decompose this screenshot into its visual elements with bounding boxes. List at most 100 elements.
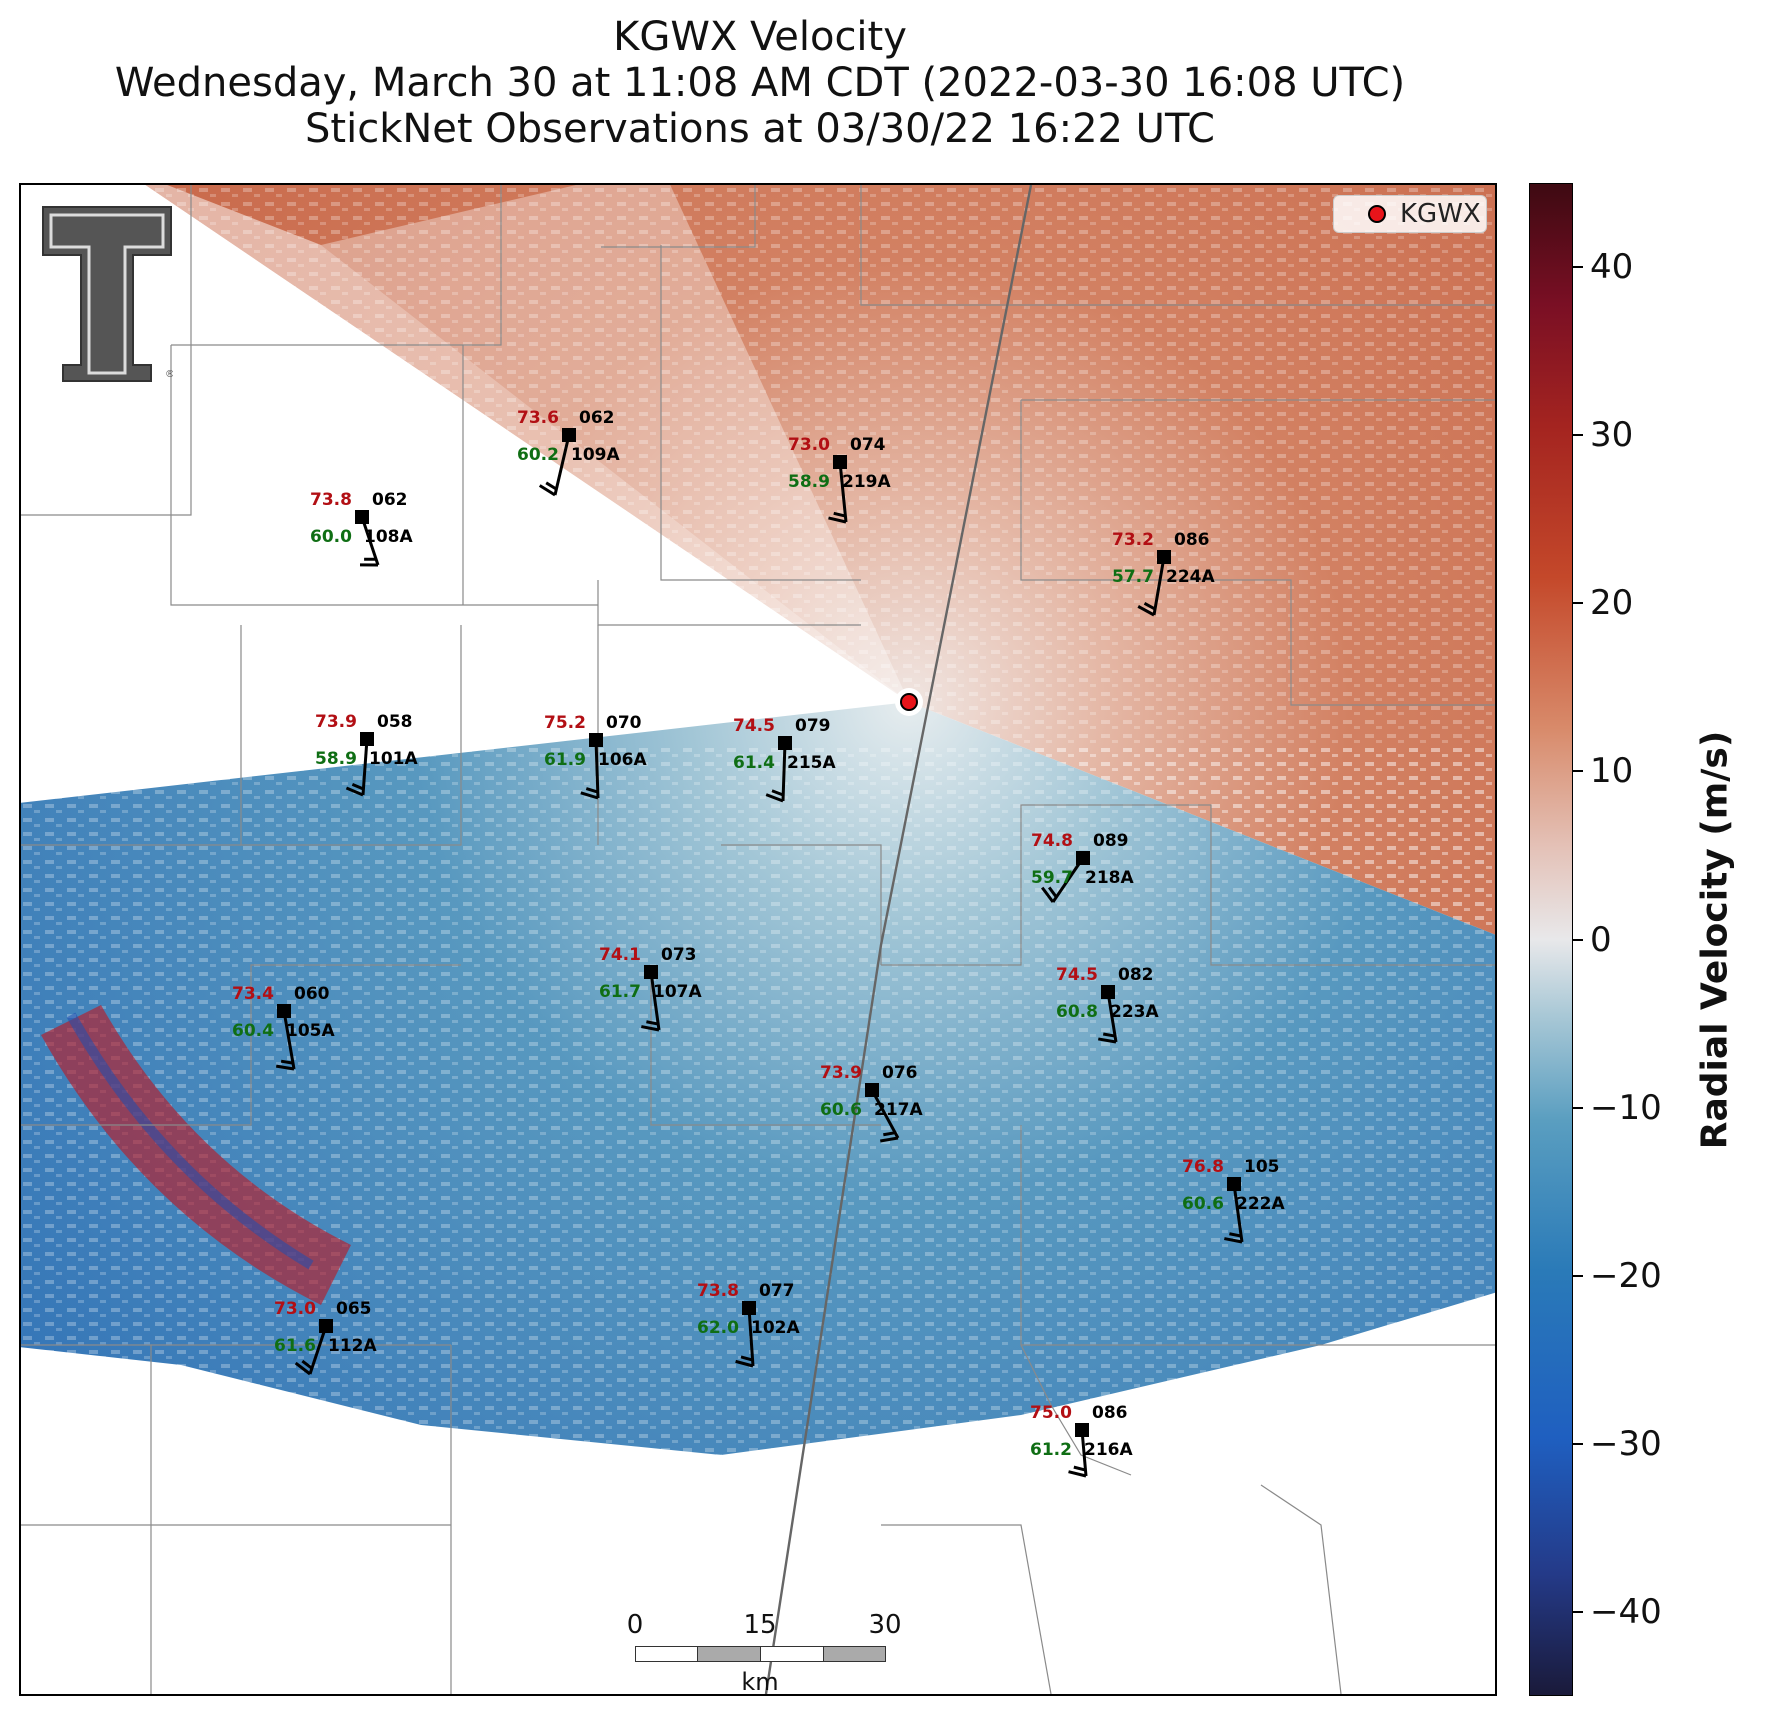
station-marker-icon bbox=[644, 965, 658, 979]
colorbar-tick-label: −20 bbox=[1590, 1255, 1662, 1296]
colorbar-tick bbox=[1573, 770, 1583, 773]
wind-barb-staff bbox=[781, 742, 787, 802]
colorbar-tick-label: 30 bbox=[1590, 415, 1634, 456]
station-plot[interactable]: 73.8 077 62.0 102A bbox=[697, 1281, 800, 1368]
wind-barb-flag bbox=[275, 1064, 295, 1071]
colorbar-tick bbox=[1573, 1274, 1583, 1277]
station-marker-icon bbox=[589, 733, 603, 747]
station-plot[interactable]: 73.2 086 57.7 224A bbox=[1112, 530, 1215, 617]
station-temperature: 75.0 bbox=[1030, 1403, 1072, 1423]
highway bbox=[764, 185, 1033, 1694]
station-marker-icon bbox=[1157, 550, 1171, 564]
station-plot[interactable]: 73.4 060 60.4 105A bbox=[232, 984, 335, 1071]
station-marker-icon bbox=[1076, 851, 1090, 865]
station-plot[interactable]: 73.0 074 58.9 219A bbox=[788, 435, 891, 524]
scale-segment bbox=[760, 1646, 824, 1662]
scale-label-0: 0 bbox=[626, 1610, 644, 1640]
wind-barb-staff bbox=[594, 739, 600, 799]
station-dewpoint: 60.6 bbox=[1182, 1194, 1224, 1214]
wind-barb-flag bbox=[883, 1131, 896, 1137]
station-temperature: 73.8 bbox=[310, 490, 352, 510]
station-id: 109A bbox=[571, 445, 620, 465]
logo-registered-mark: ® bbox=[165, 369, 173, 380]
radar-site-marker[interactable] bbox=[895, 688, 923, 716]
wind-barb-flag bbox=[1137, 605, 1155, 617]
scale-segment bbox=[635, 1646, 698, 1662]
station-wind-direction: 086 bbox=[1174, 530, 1210, 550]
station-id: 101A bbox=[369, 749, 418, 769]
wind-barb-staff bbox=[1106, 991, 1118, 1043]
station-marker-icon bbox=[742, 1301, 756, 1315]
station-id: 219A bbox=[842, 472, 891, 492]
station-temperature: 73.9 bbox=[315, 712, 357, 732]
colorbar-tick bbox=[1573, 434, 1583, 437]
station-plot[interactable]: 73.0 065 61.6 112A bbox=[274, 1299, 377, 1376]
station-marker-icon bbox=[1075, 1423, 1089, 1437]
station-marker-icon bbox=[355, 510, 369, 524]
station-wind-direction: 105 bbox=[1244, 1157, 1280, 1177]
station-plot[interactable]: 74.5 079 61.4 215A bbox=[733, 716, 836, 803]
station-plot[interactable]: 75.2 070 61.9 106A bbox=[544, 713, 647, 800]
station-id: 105A bbox=[286, 1021, 335, 1041]
wind-barb-staff bbox=[1152, 556, 1166, 616]
colorbar-tick-label: −30 bbox=[1590, 1423, 1662, 1464]
wind-barb-flag bbox=[1041, 886, 1055, 903]
station-wind-direction: 065 bbox=[336, 1299, 372, 1319]
wind-barb-flag bbox=[280, 1059, 294, 1065]
station-temperature: 75.2 bbox=[544, 713, 586, 733]
radar-marker-icon bbox=[1368, 205, 1386, 223]
station-wind-direction: 079 bbox=[795, 716, 831, 736]
station-id: 222A bbox=[1236, 1194, 1285, 1214]
wind-barb-flag bbox=[294, 1361, 311, 1376]
title-observations: StickNet Observations at 03/30/22 16:22 … bbox=[305, 106, 1215, 152]
folded-velocity-band bbox=[41, 1005, 351, 1305]
station-plot[interactable]: 76.8 105 60.6 222A bbox=[1182, 1157, 1285, 1244]
station-plot[interactable]: 74.8 089 59.7 218A bbox=[1031, 831, 1134, 903]
colorbar-tick-label: 20 bbox=[1590, 583, 1634, 624]
station-temperature: 73.0 bbox=[274, 1299, 316, 1319]
scale-unit: km bbox=[741, 1668, 779, 1696]
wind-barb-flag bbox=[880, 1136, 899, 1143]
wind-barb-staff bbox=[838, 461, 848, 523]
station-wind-direction: 077 bbox=[759, 1281, 795, 1301]
wind-barb-staff bbox=[1232, 1183, 1244, 1243]
colorbar-title: Radial Velocity (m/s) bbox=[1694, 730, 1736, 1150]
station-dewpoint: 60.6 bbox=[820, 1100, 862, 1120]
velocity-colorbar bbox=[1529, 183, 1573, 1696]
station-plot[interactable]: 73.6 062 60.2 109A bbox=[517, 408, 620, 497]
wind-barb-flag bbox=[1102, 1032, 1116, 1038]
wind-barb-flag bbox=[828, 516, 847, 524]
station-plot[interactable]: 73.8 062 60.0 108A bbox=[310, 490, 413, 567]
sticknet-stations: 73.6 062 60.2 109A 73.0 074 58.9 219A 73.8 062 60.… bbox=[232, 408, 1285, 1478]
station-temperature: 74.8 bbox=[1031, 831, 1073, 851]
wind-barb-flag bbox=[538, 484, 556, 497]
station-wind-direction: 062 bbox=[372, 490, 408, 510]
station-plot[interactable]: 75.0 086 61.2 216A bbox=[1030, 1403, 1133, 1478]
station-id: 223A bbox=[1110, 1002, 1159, 1022]
scale-bar: 0 15 30 km bbox=[627, 1610, 925, 1694]
wind-barb-flag bbox=[1224, 1237, 1243, 1244]
station-temperature: 73.9 bbox=[820, 1063, 862, 1083]
station-plot[interactable]: 73.9 076 60.6 217A bbox=[820, 1063, 923, 1143]
colorbar-tick bbox=[1573, 1106, 1583, 1109]
wind-barb-staff bbox=[360, 516, 380, 566]
station-wind-direction: 060 bbox=[294, 984, 330, 1004]
station-id: 106A bbox=[598, 750, 647, 770]
colorbar-tick-label: −40 bbox=[1590, 1591, 1662, 1632]
colorbar-tick bbox=[1573, 938, 1583, 941]
station-wind-direction: 073 bbox=[661, 945, 697, 965]
wind-barb-flag bbox=[585, 787, 599, 794]
wind-barb-flag bbox=[641, 1025, 660, 1032]
station-id: 215A bbox=[787, 753, 836, 773]
station-wind-direction: 076 bbox=[882, 1063, 918, 1083]
wind-barb-flag bbox=[735, 1359, 754, 1368]
map-panel[interactable]: 73.6 062 60.2 109A 73.0 074 58.9 219A 73.8 062 60.… bbox=[19, 183, 1497, 1696]
station-dewpoint: 58.9 bbox=[788, 472, 830, 492]
map-legend: KGWX bbox=[1333, 195, 1487, 233]
colorbar-tick-label: −10 bbox=[1590, 1087, 1662, 1128]
station-marker-icon bbox=[865, 1083, 879, 1097]
station-wind-direction: 070 bbox=[606, 713, 642, 733]
station-plot[interactable]: 73.9 058 58.9 101A bbox=[315, 712, 418, 797]
station-plot[interactable]: 74.1 073 61.7 107A bbox=[599, 945, 702, 1032]
station-plot[interactable]: 74.5 082 60.8 223A bbox=[1056, 965, 1159, 1044]
